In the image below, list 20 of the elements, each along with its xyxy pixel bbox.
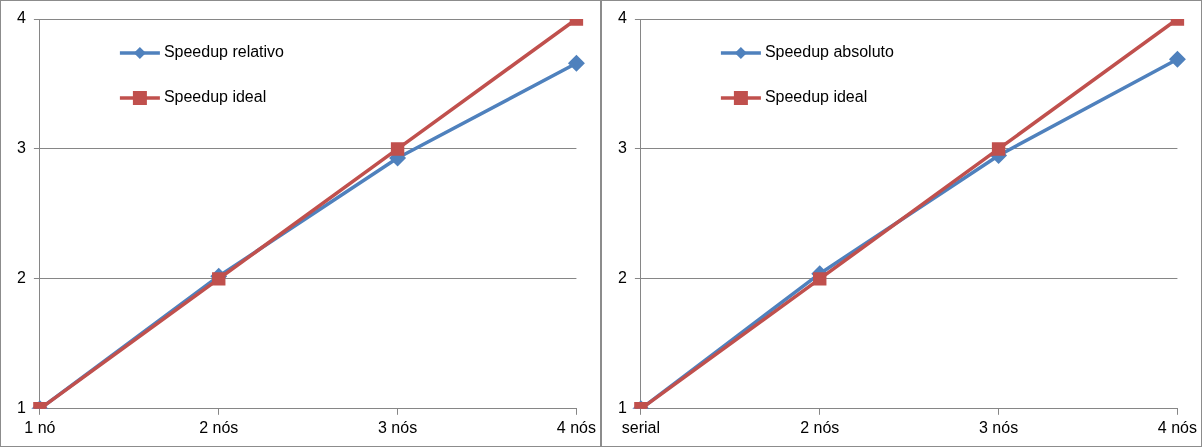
x-tick-label: 2 nós [199,418,239,436]
legend-label: Speedup absoluto [764,43,894,61]
y-tick-label: 4 [16,9,26,27]
y-tick-label: 1 [16,399,26,417]
y-tick-label: 2 [16,269,26,287]
y-tick-label: 3 [617,139,627,157]
legend-label: Speedup ideal [163,88,267,106]
x-tick-label: 1 nó [24,418,56,436]
legend-label: Speedup ideal [764,88,868,106]
y-tick-label: 3 [16,139,26,157]
y-tick-label: 1 [617,399,627,417]
x-tick-label: 4 nós [556,418,596,436]
x-tick-label: 2 nós [800,418,840,436]
y-tick-label: 4 [617,9,627,27]
x-tick-label: 4 nós [1157,418,1197,436]
x-tick-label: 3 nós [378,418,418,436]
legend-label: Speedup relativo [163,43,285,61]
x-tick-label: 3 nós [979,418,1019,436]
x-tick-label: serial [621,418,661,436]
y-tick-label: 2 [617,269,627,287]
